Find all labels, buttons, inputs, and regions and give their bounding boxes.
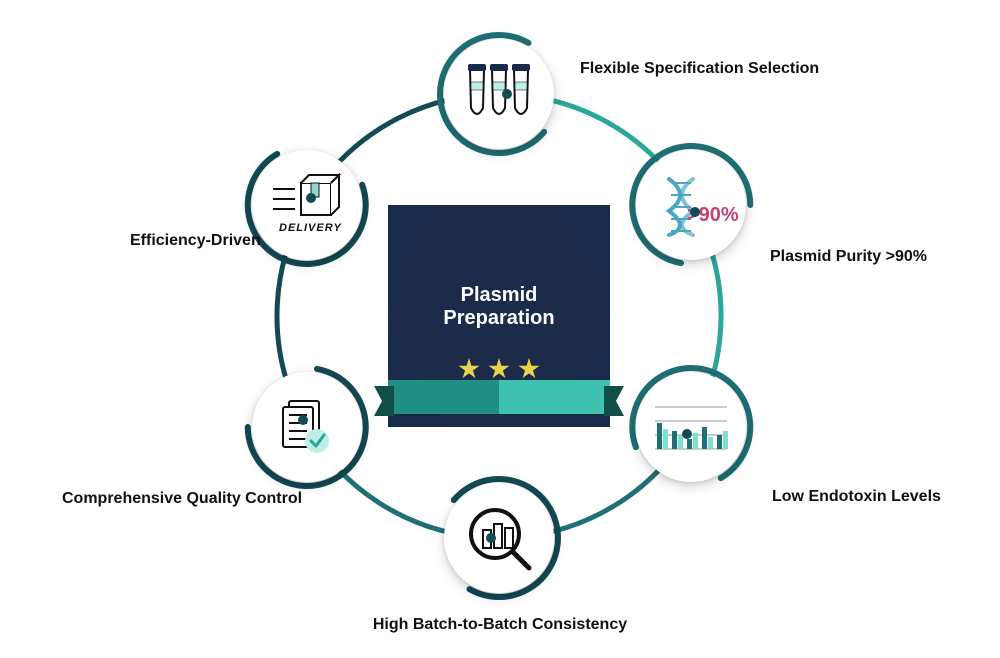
magnifier-bars-icon bbox=[444, 483, 554, 593]
center-stars bbox=[419, 358, 579, 380]
feature-node-efficiency: DELIVERY bbox=[252, 150, 362, 260]
feature-node-flex-spec bbox=[444, 39, 554, 149]
feature-label-consistency: High Batch-to-Batch Consistency bbox=[373, 616, 627, 634]
star-icon bbox=[488, 358, 510, 380]
center-title-line1: Plasmid bbox=[461, 284, 538, 306]
orbit-connector-dot bbox=[502, 89, 512, 99]
feature-label-qc: Comprehensive Quality Control bbox=[62, 490, 302, 508]
feature-node-qc bbox=[252, 372, 362, 482]
tubes-icon bbox=[444, 39, 554, 149]
star-icon bbox=[458, 358, 480, 380]
orbit-connector-dot bbox=[682, 429, 692, 439]
bar-chart-small-icon bbox=[636, 372, 746, 482]
infographic-stage: Plasmid Preparation >90% DELIVERY Flexibl… bbox=[0, 0, 1000, 658]
feature-label-endotoxin: Low Endotoxin Levels bbox=[772, 488, 941, 506]
star-icon bbox=[518, 358, 540, 380]
feature-node-purity: >90% bbox=[636, 150, 746, 260]
doc-check-icon bbox=[252, 372, 362, 482]
center-title-line2: Preparation bbox=[443, 307, 554, 329]
center-ribbon bbox=[388, 380, 610, 414]
svg-text:DELIVERY: DELIVERY bbox=[279, 222, 342, 234]
feature-label-efficiency: Efficiency-Driven bbox=[130, 232, 261, 250]
feature-node-endotoxin bbox=[636, 372, 746, 482]
orbit-connector-dot bbox=[690, 207, 700, 217]
feature-label-flex-spec: Flexible Specification Selection bbox=[580, 60, 819, 78]
feature-label-purity: Plasmid Purity >90% bbox=[770, 248, 927, 266]
dna-percent-icon: >90% bbox=[636, 150, 746, 260]
feature-node-consistency bbox=[444, 483, 554, 593]
center-title: Plasmid Preparation bbox=[419, 284, 579, 330]
delivery-box-icon: DELIVERY bbox=[252, 150, 362, 260]
